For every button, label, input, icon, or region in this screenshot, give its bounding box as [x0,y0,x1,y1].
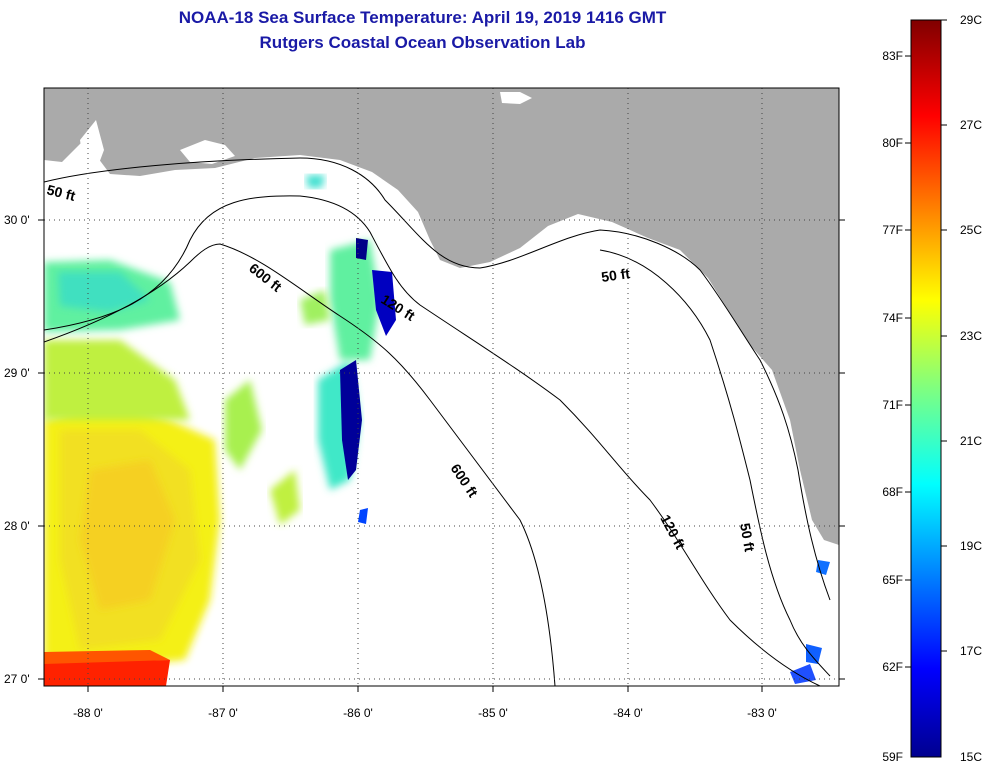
lat-label: 27 0' [4,672,30,686]
lon-label: -85 0' [478,706,508,720]
colorbar-c-label: 17C [960,644,982,658]
colorbar-f-label: 65F [882,573,903,587]
colorbar-c-label: 29C [960,13,982,27]
colorbar-f-label: 80F [882,136,903,150]
colorbar-f-label: 62F [882,660,903,674]
land-mass [44,88,839,545]
bay [180,140,235,164]
colorbar-ticks [905,19,947,668]
lat-label: 28 0' [4,519,30,533]
colorbar-c-label: 21C [960,434,982,448]
lat-label: 30 0' [4,213,30,227]
lat-label: 29 0' [4,366,30,380]
colorbar [910,19,942,758]
contour-50ft-west [44,157,831,601]
colorbar-c-label: 27C [960,118,982,132]
contour-label-50ft: 50 ft [45,181,77,204]
colorbar-f-label: 71F [882,398,903,412]
colorbar-f-label: 74F [882,311,903,325]
lon-label: -84 0' [613,706,643,720]
lon-label: -88 0' [73,706,103,720]
contour-label-50ft: 50 ft [600,265,631,285]
frame-ticks [38,219,845,692]
colorbar-c-label: 15C [960,750,982,764]
map-title: NOAA-18 Sea Surface Temperature: April 1… [178,8,667,27]
lon-label: -86 0' [343,706,373,720]
map-subtitle: Rutgers Coastal Ocean Observation Lab [259,33,586,52]
colorbar-f-label: 77F [882,223,903,237]
contour-600ft [44,243,556,686]
colorbar-f-label: 83F [882,49,903,63]
contour-label-50ft: 50 ft [737,522,758,553]
bay [80,120,104,168]
depth-contours [44,157,831,686]
contour-120ft [44,195,821,686]
lon-label: -83 0' [747,706,777,720]
contour-50ft-east [599,249,831,677]
lake [500,92,532,104]
colorbar-f-label: 68F [882,485,903,499]
colorbar-f-label: 59F [882,750,903,764]
colorbar-c-label: 23C [960,329,982,343]
colorbar-c-label: 25C [960,223,982,237]
colorbar-c-label: 19C [960,539,982,553]
lon-label: -87 0' [208,706,238,720]
